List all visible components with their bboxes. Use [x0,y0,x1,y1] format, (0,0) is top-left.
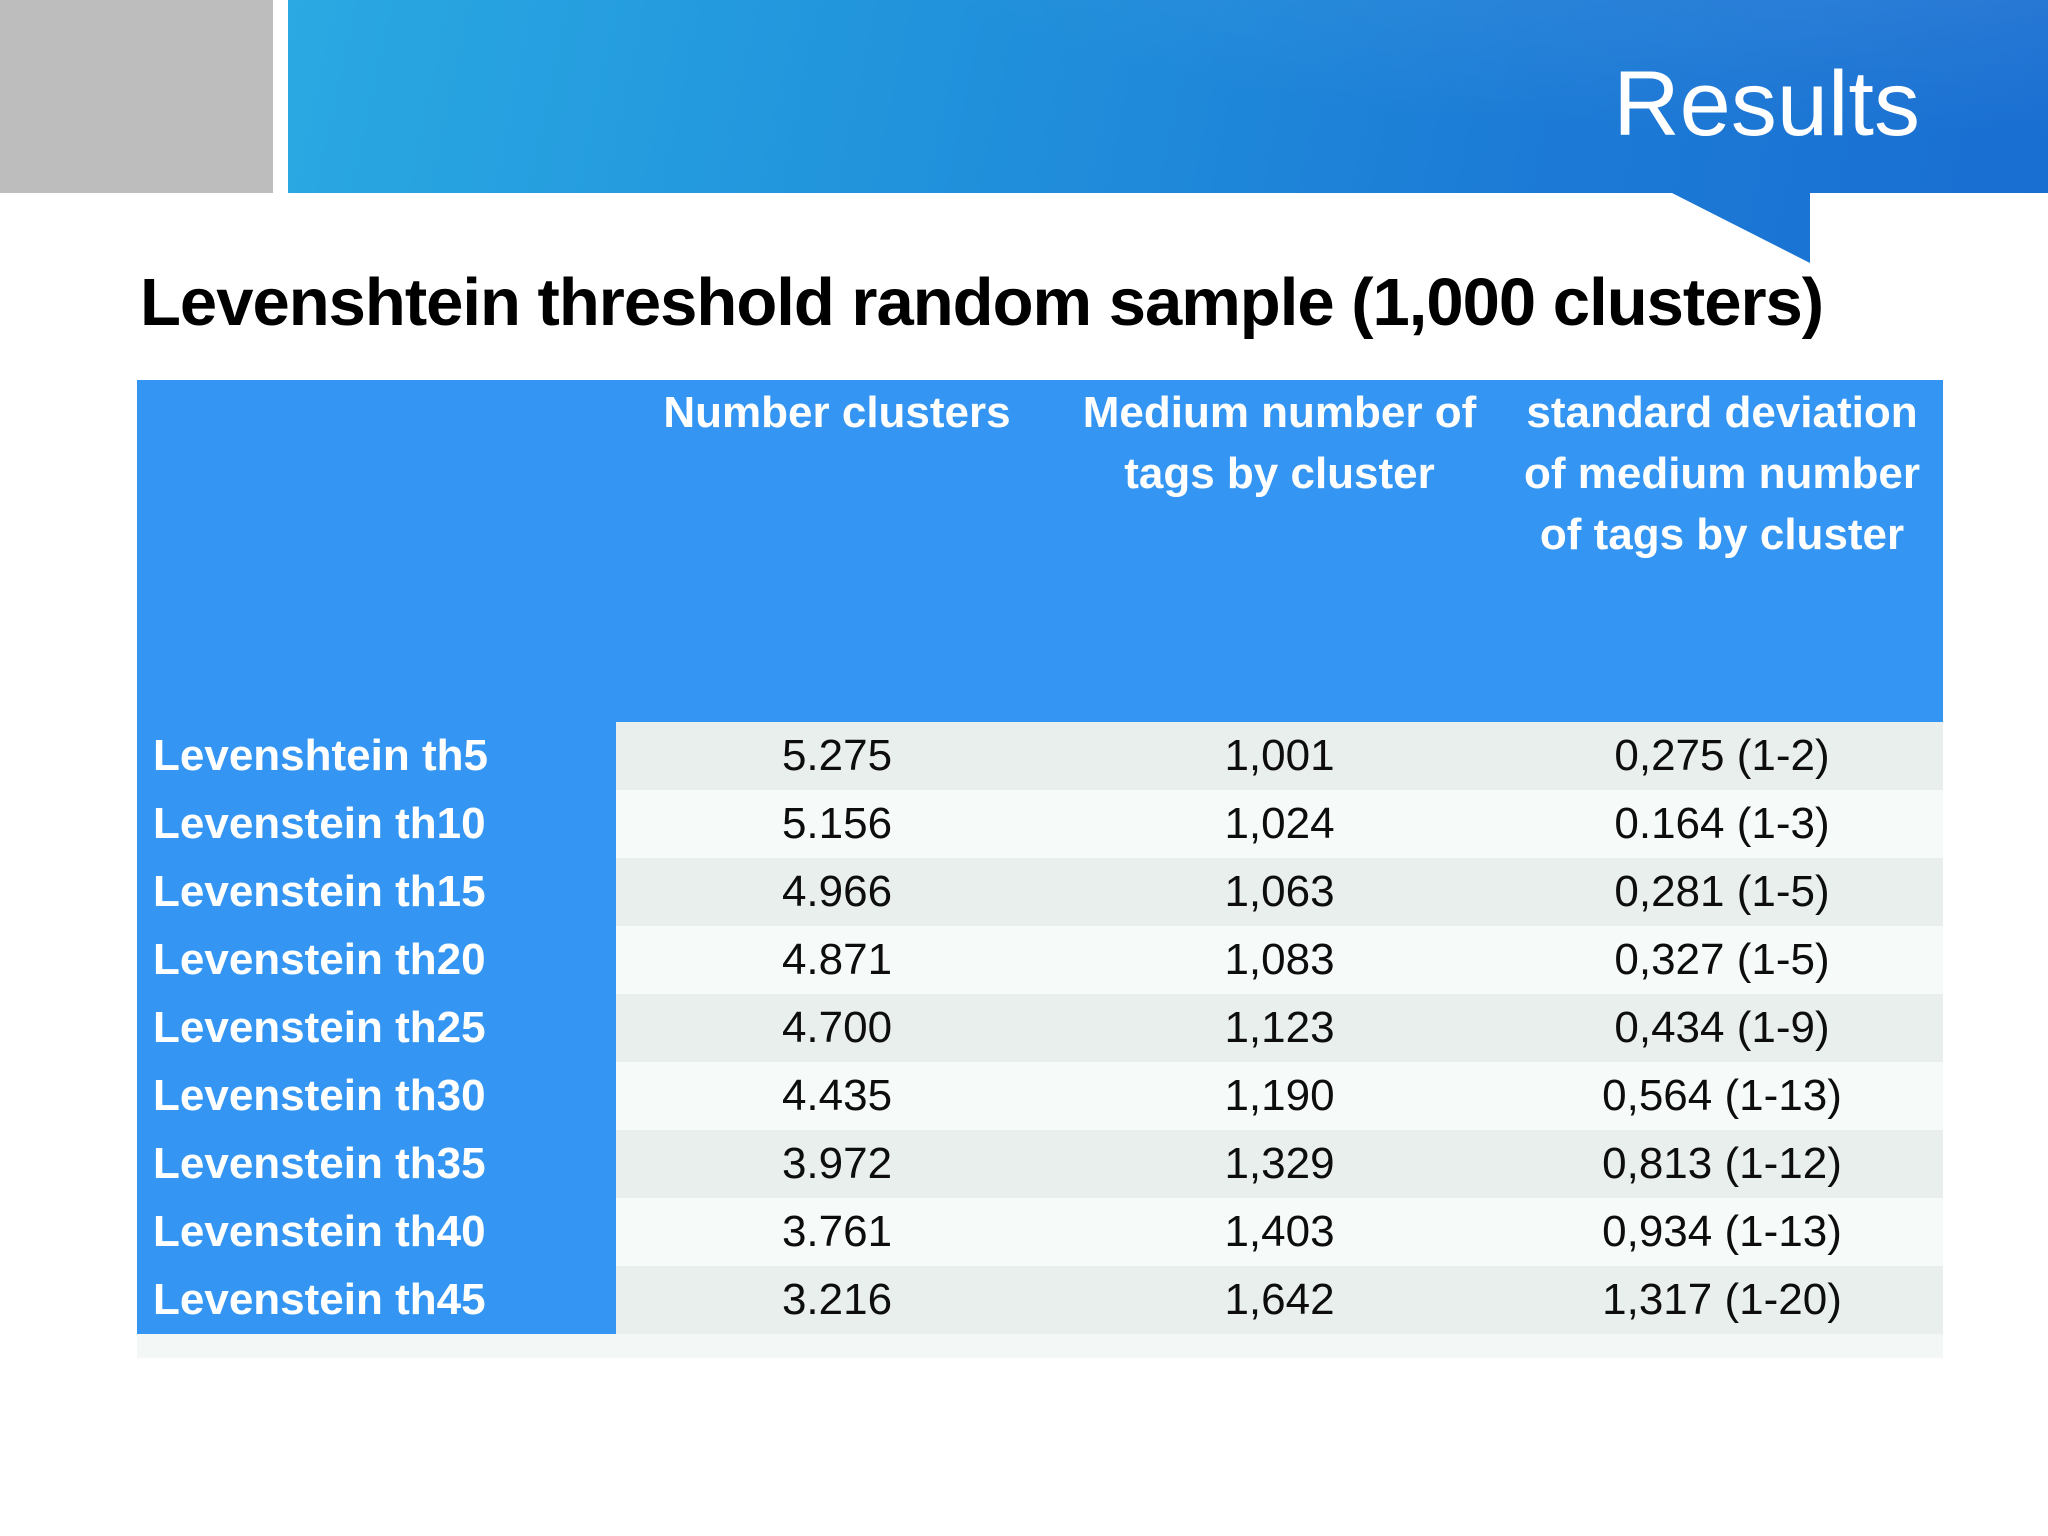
row-label: Levenstein th45 [137,1266,616,1334]
col-header-number-clusters: Number clusters [616,380,1058,722]
row-label: Levenstein th10 [137,790,616,858]
cell-number-clusters: 4.435 [616,1062,1058,1130]
row-label: Levenshtein th5 [137,722,616,790]
cell-medium-tags: 1,063 [1058,858,1501,926]
col-header-std-dev: standard deviation of medium number of t… [1501,380,1943,722]
cell-medium-tags: 1,190 [1058,1062,1501,1130]
col-header-medium-tags: Medium number of tags by cluster [1058,380,1501,722]
cell-std-dev: 1,317 (1-20) [1501,1266,1943,1334]
cell-std-dev: 0,813 (1-12) [1501,1130,1943,1198]
table-heading: Levenshtein threshold random sample (1,0… [140,265,1824,340]
cell-std-dev: 0.164 (1-3) [1501,790,1943,858]
cell-medium-tags: 1,001 [1058,722,1501,790]
cell-std-dev: 0,564 (1-13) [1501,1062,1943,1130]
row-label: Levenstein th15 [137,858,616,926]
cell-std-dev: 0,281 (1-5) [1501,858,1943,926]
cell-number-clusters: 4.966 [616,858,1058,926]
cell-medium-tags: 1,024 [1058,790,1501,858]
cell-std-dev: 0,934 (1-13) [1501,1198,1943,1266]
cell-number-clusters: 4.700 [616,994,1058,1062]
col-header-empty [137,380,616,722]
row-label: Levenstein th35 [137,1130,616,1198]
results-table: Number clusters Medium number of tags by… [137,380,1943,1358]
cell-number-clusters: 5.275 [616,722,1058,790]
cell-number-clusters: 3.761 [616,1198,1058,1266]
cell-medium-tags: 1,329 [1058,1130,1501,1198]
cell-number-clusters: 3.972 [616,1130,1058,1198]
cell-number-clusters: 5.156 [616,790,1058,858]
row-label: Levenstein th30 [137,1062,616,1130]
cell-std-dev: 0,327 (1-5) [1501,926,1943,994]
cell-medium-tags: 1,642 [1058,1266,1501,1334]
cell-medium-tags: 1,403 [1058,1198,1501,1266]
cell-std-dev: 0,275 (1-2) [1501,722,1943,790]
table-bottom-band [137,1334,1943,1358]
row-label: Levenstein th25 [137,994,616,1062]
cell-medium-tags: 1,083 [1058,926,1501,994]
row-label: Levenstein th20 [137,926,616,994]
cell-std-dev: 0,434 (1-9) [1501,994,1943,1062]
slide-title: Results [1613,53,1920,155]
cell-number-clusters: 4.871 [616,926,1058,994]
cell-medium-tags: 1,123 [1058,994,1501,1062]
cell-number-clusters: 3.216 [616,1266,1058,1334]
gray-corner-box [0,0,273,193]
row-label: Levenstein th40 [137,1198,616,1266]
